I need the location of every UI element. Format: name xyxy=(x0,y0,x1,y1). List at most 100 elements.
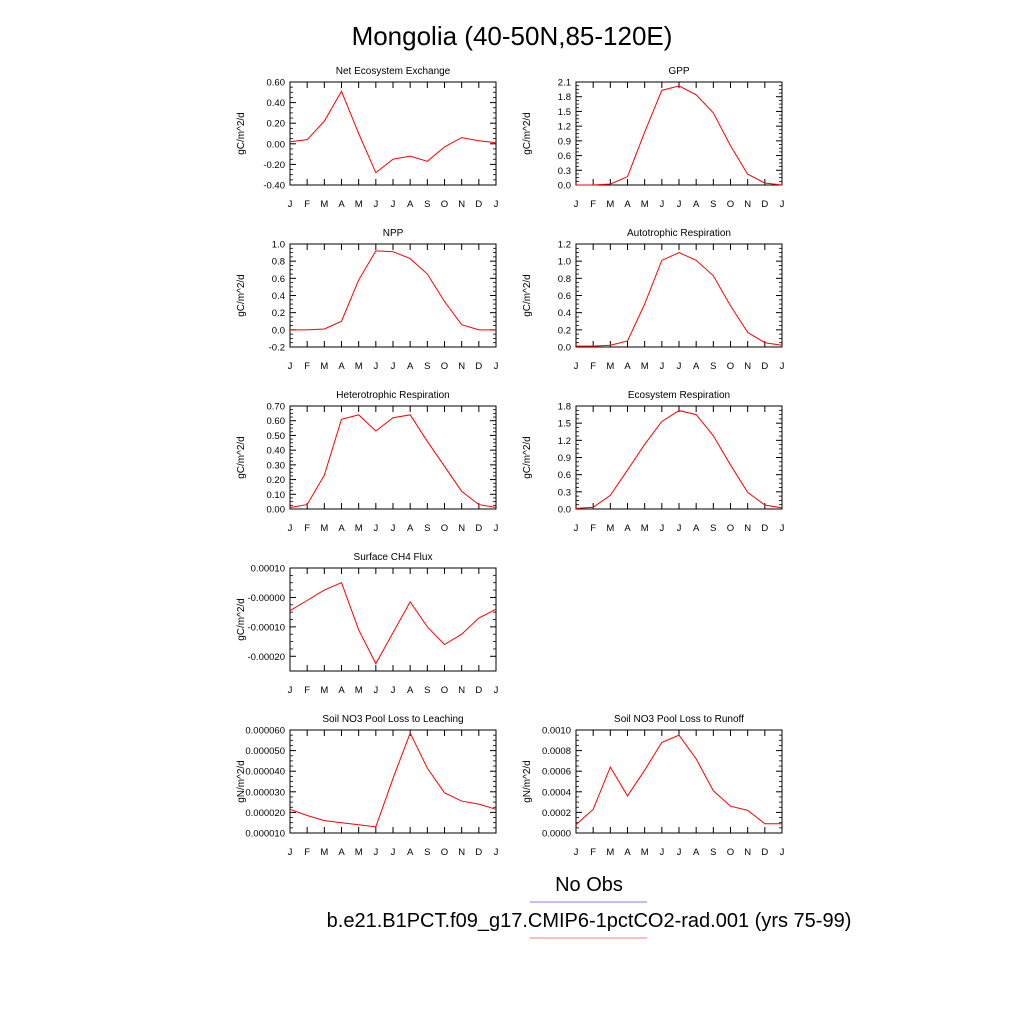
x-tick-label: S xyxy=(710,523,716,534)
series-line xyxy=(289,731,497,828)
x-tick-label: J xyxy=(494,199,499,210)
x-tick-label: A xyxy=(407,847,414,858)
y-tick-label: 0.0 xyxy=(272,325,285,336)
y-tick-label: 0.60 xyxy=(267,416,286,427)
x-tick-label: J xyxy=(659,523,664,534)
y-axis-label: gC/m^2/d xyxy=(236,436,247,479)
y-axis-label: gC/m^2/d xyxy=(522,436,533,479)
x-tick-label: N xyxy=(458,847,465,858)
y-tick-label: 0.3 xyxy=(558,487,571,498)
x-tick-label: O xyxy=(727,199,734,210)
x-tick-label: D xyxy=(761,361,768,372)
x-tick-label: J xyxy=(677,523,682,534)
x-tick-label: A xyxy=(693,361,700,372)
y-tick-label: -0.40 xyxy=(263,181,285,192)
x-tick-label: J xyxy=(780,847,785,858)
y-tick-label: 0.2 xyxy=(558,325,571,336)
x-tick-label: S xyxy=(710,199,716,210)
x-tick-label: J xyxy=(373,361,378,372)
x-tick-label: S xyxy=(710,361,716,372)
x-tick-label: A xyxy=(693,199,700,210)
y-axis-label: gC/m^2/d xyxy=(236,598,247,641)
x-tick-label: J xyxy=(373,685,378,696)
x-tick-label: A xyxy=(407,361,414,372)
chart-panel: Autotrophic Respiration gC/m^2/d 1.2 1.0 0.8… xyxy=(522,228,785,372)
x-tick-label: N xyxy=(744,361,751,372)
y-axis-label: gC/m^2/d xyxy=(522,112,533,155)
y-tick-label: 0.20 xyxy=(267,119,286,130)
y-tick-label: 0.6 xyxy=(558,470,571,481)
legend-label-obs: No Obs xyxy=(555,874,623,896)
y-axis-label: gN/m^2/d xyxy=(236,760,247,803)
x-tick-label: J xyxy=(574,847,579,858)
x-tick-label: N xyxy=(458,685,465,696)
x-tick-label: F xyxy=(304,847,310,858)
y-tick-label: 0.50 xyxy=(267,431,286,442)
x-tick-label: M xyxy=(641,361,649,372)
x-tick-label: S xyxy=(424,847,430,858)
x-tick-label: J xyxy=(288,361,293,372)
x-tick-label: J xyxy=(391,361,396,372)
chart-title: Soil NO3 Pool Loss to Leaching xyxy=(322,714,463,725)
series-line xyxy=(575,410,783,509)
x-tick-label: J xyxy=(494,685,499,696)
x-tick-label: S xyxy=(710,847,716,858)
series-line xyxy=(575,734,782,826)
x-tick-label: M xyxy=(320,199,328,210)
x-tick-label: M xyxy=(606,847,614,858)
y-tick-label: 0.60 xyxy=(267,78,286,89)
x-tick-label: J xyxy=(288,847,293,858)
x-tick-label: J xyxy=(391,523,396,534)
plot-frame xyxy=(289,567,497,672)
x-tick-label: A xyxy=(693,847,700,858)
series-line xyxy=(576,252,783,347)
series-line xyxy=(290,250,496,331)
chart-title: Net Ecosystem Exchange xyxy=(336,66,451,77)
x-tick-label: O xyxy=(727,847,734,858)
legend: No Obs b.e21.B1PCT.f09_g17.CMIP6-1pctCO2… xyxy=(327,874,851,939)
x-tick-label: J xyxy=(391,685,396,696)
y-tick-label: 0.9 xyxy=(558,453,571,464)
y-tick-label: 0.0 xyxy=(558,505,571,516)
x-tick-label: O xyxy=(727,361,734,372)
x-tick-label: N xyxy=(744,199,751,210)
y-tick-label: 0.8 xyxy=(558,274,571,285)
x-tick-label: M xyxy=(355,685,363,696)
y-tick-label: 0.0010 xyxy=(542,726,571,737)
y-axis-label: gC/m^2/d xyxy=(522,274,533,317)
x-tick-label: N xyxy=(458,199,465,210)
x-tick-label: J xyxy=(574,361,579,372)
x-tick-label: A xyxy=(338,523,345,534)
y-tick-label: 0.4 xyxy=(558,308,571,319)
page-title: Mongolia (40-50N,85-120E) xyxy=(352,21,673,51)
x-tick-label: D xyxy=(475,199,482,210)
y-tick-label: 0.70 xyxy=(267,402,286,413)
y-tick-label: 1.8 xyxy=(558,402,571,413)
y-tick-label: 0.4 xyxy=(272,291,285,302)
x-tick-label: S xyxy=(424,523,430,534)
x-tick-label: J xyxy=(494,523,499,534)
x-tick-label: J xyxy=(780,523,785,534)
x-tick-label: N xyxy=(458,361,465,372)
x-tick-label: M xyxy=(606,523,614,534)
y-tick-label: 0.3 xyxy=(558,166,571,177)
y-tick-label: -0.2 xyxy=(269,343,285,354)
chart-panel: Ecosystem Respiration gC/m^2/d 1.8 1.5 1.2 0.… xyxy=(522,390,785,534)
x-tick-label: A xyxy=(407,199,414,210)
x-tick-label: M xyxy=(355,199,363,210)
x-tick-label: O xyxy=(441,199,448,210)
x-tick-label: M xyxy=(641,847,649,858)
y-tick-label: -0.00000 xyxy=(247,593,285,604)
y-tick-label: 0.000020 xyxy=(245,808,285,819)
y-tick-label: 0.0008 xyxy=(542,746,571,757)
x-tick-label: J xyxy=(677,361,682,372)
x-tick-label: J xyxy=(494,361,499,372)
x-tick-label: D xyxy=(761,523,768,534)
x-tick-label: J xyxy=(373,847,378,858)
x-tick-label: J xyxy=(288,685,293,696)
y-tick-label: 0.10 xyxy=(267,490,286,501)
x-tick-label: M xyxy=(355,361,363,372)
y-tick-label: 0.6 xyxy=(272,274,285,285)
x-tick-label: M xyxy=(606,361,614,372)
